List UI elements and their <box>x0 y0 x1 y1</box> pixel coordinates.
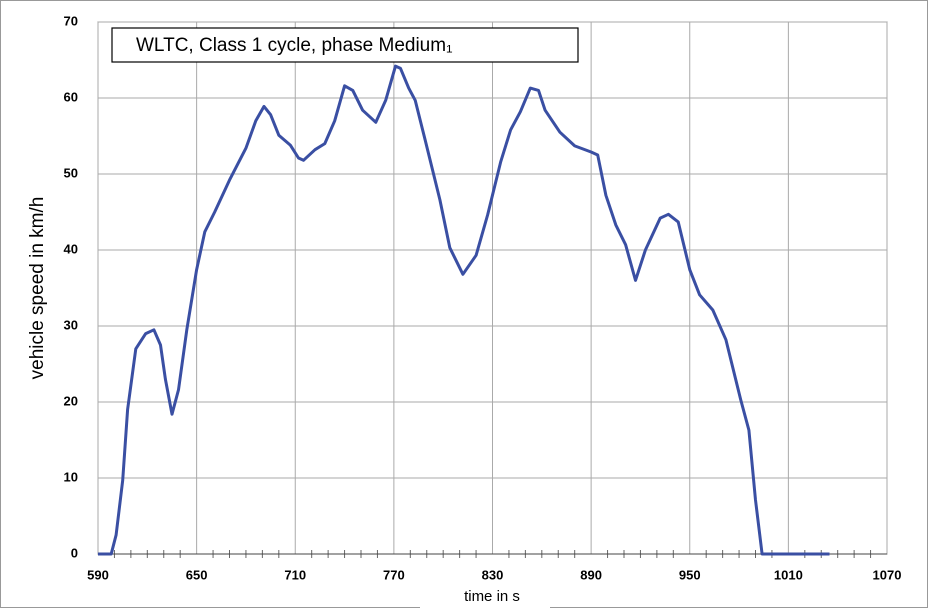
y-tick-label: 30 <box>64 317 78 332</box>
y-tick-label: 0 <box>71 545 78 560</box>
y-tick-label: 60 <box>64 89 78 104</box>
chart-title: WLTC, Class 1 cycle, phase Medium₁ <box>136 35 453 56</box>
title-box <box>111 27 579 63</box>
x-tick-label: 950 <box>679 567 701 582</box>
x-tick-label: 710 <box>284 567 306 582</box>
x-tick-label: 590 <box>87 567 109 582</box>
x-tick-label: 1010 <box>774 567 803 582</box>
x-tick-label: 890 <box>580 567 602 582</box>
x-label-bg <box>420 584 550 608</box>
y-tick-label: 10 <box>64 469 78 484</box>
x-tick-label: 650 <box>186 567 208 582</box>
y-tick-label: 70 <box>64 13 78 28</box>
x-axis-label: time in s <box>464 588 520 605</box>
y-axis-label: vehicle speed in km/h <box>27 197 48 380</box>
y-tick-label: 50 <box>64 165 78 180</box>
y-tick-label: 20 <box>64 393 78 408</box>
x-tick-label: 770 <box>383 567 405 582</box>
x-tick-label: 1070 <box>873 567 902 582</box>
x-tick-label: 830 <box>482 567 504 582</box>
line-series <box>98 64 830 556</box>
y-tick-label: 40 <box>64 241 78 256</box>
